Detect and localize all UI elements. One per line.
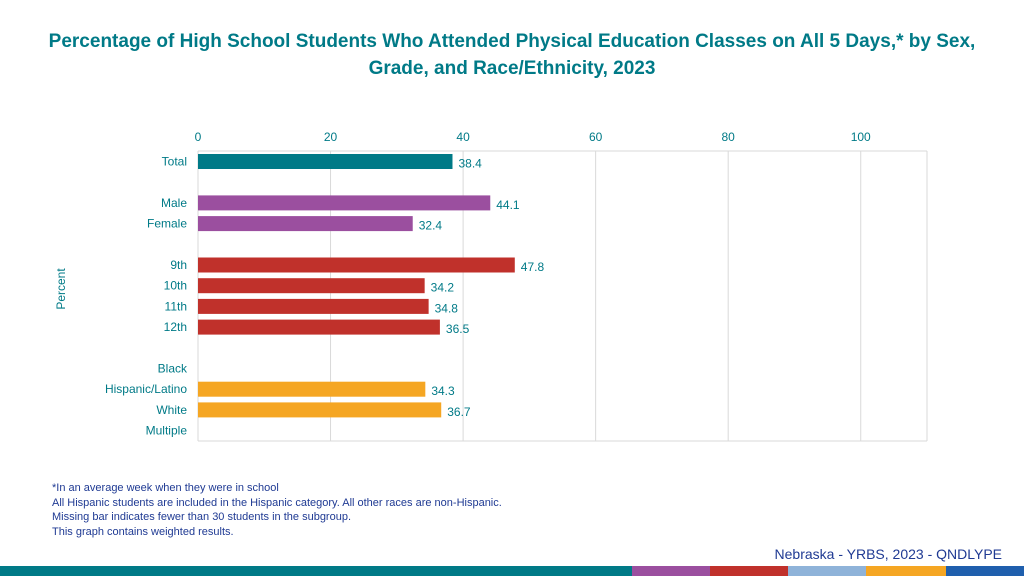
x-tick-label: 100 [851,130,871,144]
value-label: 44.1 [496,198,520,212]
footnote-1: *In an average week when they were in sc… [52,482,279,494]
value-label: 36.5 [446,322,470,336]
bar-chart: 0 20 40 60 80 100 Percent Total 38.4 Male 44.1 Fema… [54,130,928,442]
value-label: 34.2 [431,281,455,295]
category-label: Multiple [146,424,188,438]
category-label: 12th [164,320,187,334]
footnote-3: Missing bar indicates fewer than 30 stud… [52,511,352,523]
bar [198,195,491,211]
footnotes: *In an average week when they were in sc… [52,481,502,539]
value-label: 47.8 [521,260,545,274]
bar [198,257,515,273]
category-label: 10th [164,279,187,293]
footnote-2: All Hispanic students are included in th… [52,496,502,509]
category-label: Hispanic/Latino [105,382,187,396]
x-tick-label: 0 [195,130,202,144]
value-label: 34.3 [431,384,455,398]
value-label: 38.4 [458,157,482,171]
category-label: Male [161,196,187,210]
category-label: 9th [170,258,187,272]
bar [198,402,442,418]
value-label: 34.8 [435,301,459,315]
bottom-bar-segment [632,566,710,576]
y-axis-label: Percent [54,268,68,310]
category-label: 11th [165,299,187,313]
bar [198,319,440,335]
bottom-bar-segment [866,566,946,576]
bottom-color-bar [0,566,1024,576]
category-label: Total [162,155,187,169]
bottom-bar-segment [946,566,1024,576]
source-label: Nebraska - YRBS, 2023 - QNDLYPE [774,546,1002,562]
bar [198,278,425,294]
value-label: 36.7 [447,405,471,419]
bottom-bar-segment [710,566,788,576]
x-tick-label: 20 [324,130,338,144]
category-label: White [156,403,187,417]
x-tick-label: 40 [456,130,470,144]
bottom-bar-segment [0,566,632,576]
x-tick-label: 80 [722,130,736,144]
bar [198,298,429,314]
footnote-4: This graph contains weighted results. [52,525,234,538]
bottom-bar-segment [788,566,866,576]
category-label: Black [158,362,188,376]
bar [198,154,453,169]
x-tick-label: 60 [589,130,603,144]
category-label: Female [147,217,187,231]
chart-title: Percentage of High School Students Who A… [48,31,976,79]
value-label: 32.4 [419,219,443,233]
bar [198,381,426,397]
bar [198,216,413,232]
